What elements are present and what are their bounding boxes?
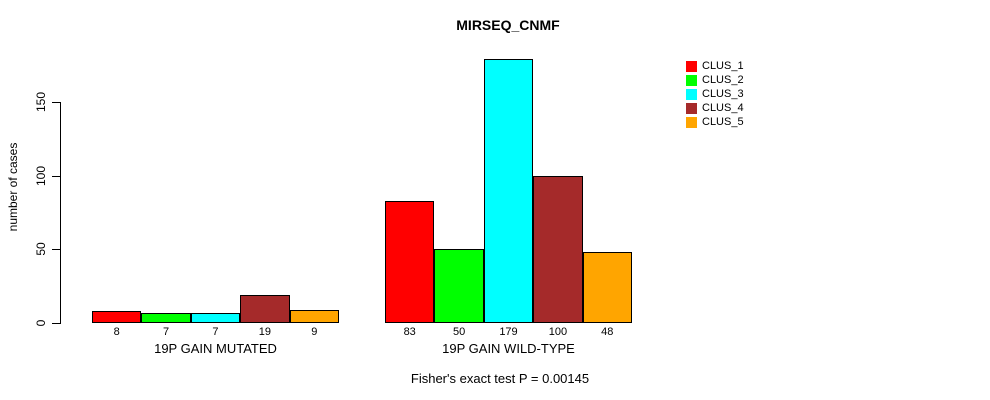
legend-label: CLUS_4: [702, 102, 744, 114]
legend-item: CLUS_5: [686, 117, 744, 128]
legend-label: CLUS_2: [702, 74, 744, 86]
bar-clus_2-group2: [434, 249, 484, 323]
y-tick-label: 50: [34, 242, 48, 257]
y-tick: [52, 249, 60, 251]
bar-value-label: 100: [548, 326, 568, 338]
legend-item: CLUS_4: [686, 103, 744, 114]
bar-clus_5-group2: [582, 252, 632, 323]
annotation-text: Fisher's exact test P = 0.00145: [410, 371, 590, 386]
bar-clus_1-group1: [92, 311, 142, 323]
legend-label: CLUS_1: [702, 60, 744, 72]
legend-swatch-clus_4: [686, 103, 697, 114]
bar-value-label: 83: [403, 326, 416, 338]
legend-swatch-clus_1: [686, 61, 697, 72]
bar-clus_1-group2: [385, 200, 435, 323]
y-tick-label: 150: [34, 91, 48, 112]
y-axis-line: [60, 101, 61, 324]
chart-title: MIRSEQ_CNMF: [456, 17, 560, 33]
group-label: 19P GAIN WILD-TYPE: [442, 341, 575, 356]
bar-clus_4-group2: [533, 175, 583, 323]
legend-label: CLUS_5: [702, 116, 744, 128]
legend-item: CLUS_3: [686, 89, 744, 100]
bar-value-label: 19: [258, 326, 271, 338]
bar-value-label: 9: [311, 326, 318, 338]
legend-label: CLUS_3: [702, 88, 744, 100]
legend-swatch-clus_2: [686, 75, 697, 86]
bar-value-label: 8: [113, 326, 120, 338]
legend-item: CLUS_2: [686, 75, 744, 86]
bar-value-label: 48: [601, 326, 614, 338]
bar-clus_5-group1: [289, 309, 339, 323]
bar-clus_4-group1: [240, 295, 290, 323]
legend-swatch-clus_5: [686, 117, 697, 128]
legend-item: CLUS_1: [686, 61, 744, 72]
bar-value-label: 50: [452, 326, 466, 338]
bar-clus_2-group1: [141, 312, 191, 323]
legend-swatch-clus_3: [686, 89, 697, 100]
legend: CLUS_1 CLUS_2 CLUS_3 CLUS_4 CLUS_5: [686, 61, 744, 128]
y-tick-label: 0: [34, 319, 48, 327]
y-tick: [52, 101, 60, 103]
y-tick: [52, 323, 60, 324]
y-tick: [52, 175, 60, 177]
y-tick-label: 100: [34, 165, 48, 186]
group-label: 19P GAIN MUTATED: [154, 341, 277, 356]
bar-clus_3-group2: [483, 59, 534, 323]
bar-clus_3-group1: [190, 312, 241, 323]
bar-value-label: 179: [499, 326, 518, 338]
bar-value-label: 7: [212, 326, 219, 338]
bar-value-label: 7: [163, 326, 170, 338]
